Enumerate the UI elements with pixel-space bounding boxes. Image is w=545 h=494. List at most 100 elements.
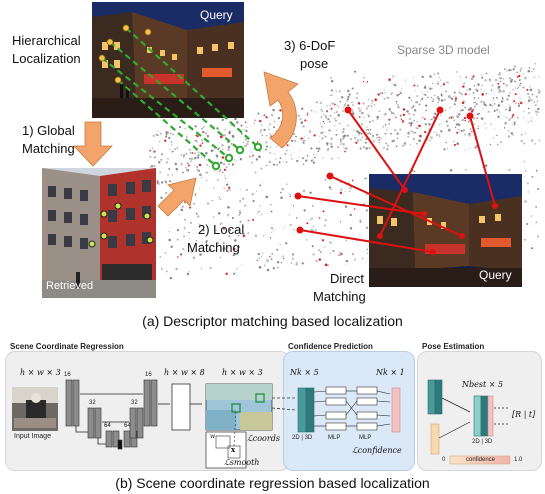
cloud-point — [322, 134, 325, 137]
cloud-point — [195, 240, 198, 242]
cloud-point — [194, 165, 196, 167]
cloud-point — [253, 122, 255, 124]
cloud-point — [176, 171, 178, 173]
cloud-point — [302, 137, 305, 140]
cloud-point — [174, 162, 177, 166]
cloud-point — [503, 127, 506, 129]
hierarchical-label-line2: Localization — [12, 51, 81, 66]
cloud-point — [393, 129, 397, 132]
cloud-point — [319, 122, 322, 125]
ch16b-label: 16 — [145, 372, 152, 378]
cloud-point — [282, 227, 284, 229]
cloud-point — [523, 160, 526, 163]
cloud-point — [365, 209, 368, 212]
cloud-point — [351, 101, 353, 104]
cloud-point — [345, 147, 348, 150]
cloud-point — [260, 255, 263, 258]
cloud-point — [252, 200, 255, 203]
ch32a-label: 32 — [89, 400, 96, 406]
cloud-point — [222, 134, 224, 137]
cloud-point — [150, 165, 154, 168]
cloud-point — [507, 135, 511, 138]
cloud-point — [524, 76, 527, 80]
nbest-label: Nbest × 5 — [462, 380, 504, 389]
mlp-a: MLP — [328, 435, 341, 441]
cloud-point — [400, 118, 403, 120]
cloud-point — [174, 148, 176, 150]
cloud-point — [364, 141, 367, 144]
cloud-point — [243, 129, 245, 131]
cloud-point — [456, 131, 459, 134]
cloud-point — [256, 141, 259, 143]
cloud-point — [368, 115, 370, 118]
cloud-point — [363, 80, 365, 83]
cloud-point — [176, 228, 180, 232]
cloud-point — [356, 240, 358, 242]
cloud-point — [464, 149, 466, 151]
direct-label-line1: Direct — [330, 271, 364, 286]
cloud-point — [430, 136, 433, 139]
cloud-point — [257, 112, 260, 115]
cloud-point — [346, 98, 349, 101]
cloud-point — [483, 103, 487, 106]
cloud-point — [218, 170, 221, 173]
cloud-point — [473, 123, 475, 126]
cloud-point — [378, 142, 380, 144]
cloud-point — [492, 97, 495, 99]
cloud-point — [468, 132, 471, 136]
cloud-point — [476, 113, 479, 116]
cloud-point — [401, 87, 403, 90]
cloud-point — [512, 68, 515, 71]
cloud-point — [328, 186, 331, 189]
cloud-point — [258, 155, 261, 158]
cloud-point — [235, 248, 238, 251]
cloud-point — [446, 125, 449, 127]
cloud-point — [277, 116, 281, 120]
cloud-point — [440, 85, 442, 87]
cloud-point — [351, 104, 354, 107]
cloud-point — [197, 170, 200, 172]
cloud-point — [157, 130, 159, 132]
cloud-point — [473, 101, 475, 104]
cloud-point — [302, 163, 305, 165]
cloud-point — [330, 145, 333, 148]
cloud-point — [330, 137, 333, 141]
cloud-point — [388, 108, 391, 111]
cloud-point — [376, 137, 378, 139]
cloud-point — [302, 139, 304, 142]
cloud-point — [270, 146, 272, 148]
cloud-point — [365, 138, 368, 141]
cloud-point — [469, 107, 473, 110]
cloud-point — [353, 259, 356, 261]
cloud-point — [153, 165, 156, 168]
cloud-point — [537, 88, 539, 91]
cloud-point — [192, 256, 196, 259]
cloud-point — [432, 82, 434, 85]
cloud-point — [218, 196, 220, 199]
cloud-point — [498, 103, 500, 105]
cloud-point — [325, 115, 327, 117]
cloud-point — [453, 143, 456, 146]
cloud-point — [312, 158, 314, 160]
confidence-output-bar — [391, 387, 401, 433]
cloud-point — [426, 96, 429, 99]
cloud-point — [178, 125, 182, 129]
cloud-point — [255, 158, 259, 161]
cloud-point — [402, 108, 406, 111]
cloud-point — [157, 182, 160, 186]
cloud-point — [227, 251, 230, 253]
cloud-point — [520, 139, 523, 143]
cloud-point — [331, 94, 333, 96]
cloud-point — [508, 84, 510, 86]
cloud-point — [472, 92, 475, 94]
cloud-point — [264, 148, 267, 151]
cloud-point — [278, 161, 281, 164]
cloud-point — [504, 108, 507, 111]
cloud-point — [402, 113, 406, 117]
cloud-point — [187, 164, 190, 167]
cloud-point — [418, 139, 421, 142]
cloud-point — [458, 124, 461, 126]
cloud-point — [246, 143, 249, 146]
cloud-point — [219, 198, 221, 201]
cloud-point — [419, 135, 422, 138]
